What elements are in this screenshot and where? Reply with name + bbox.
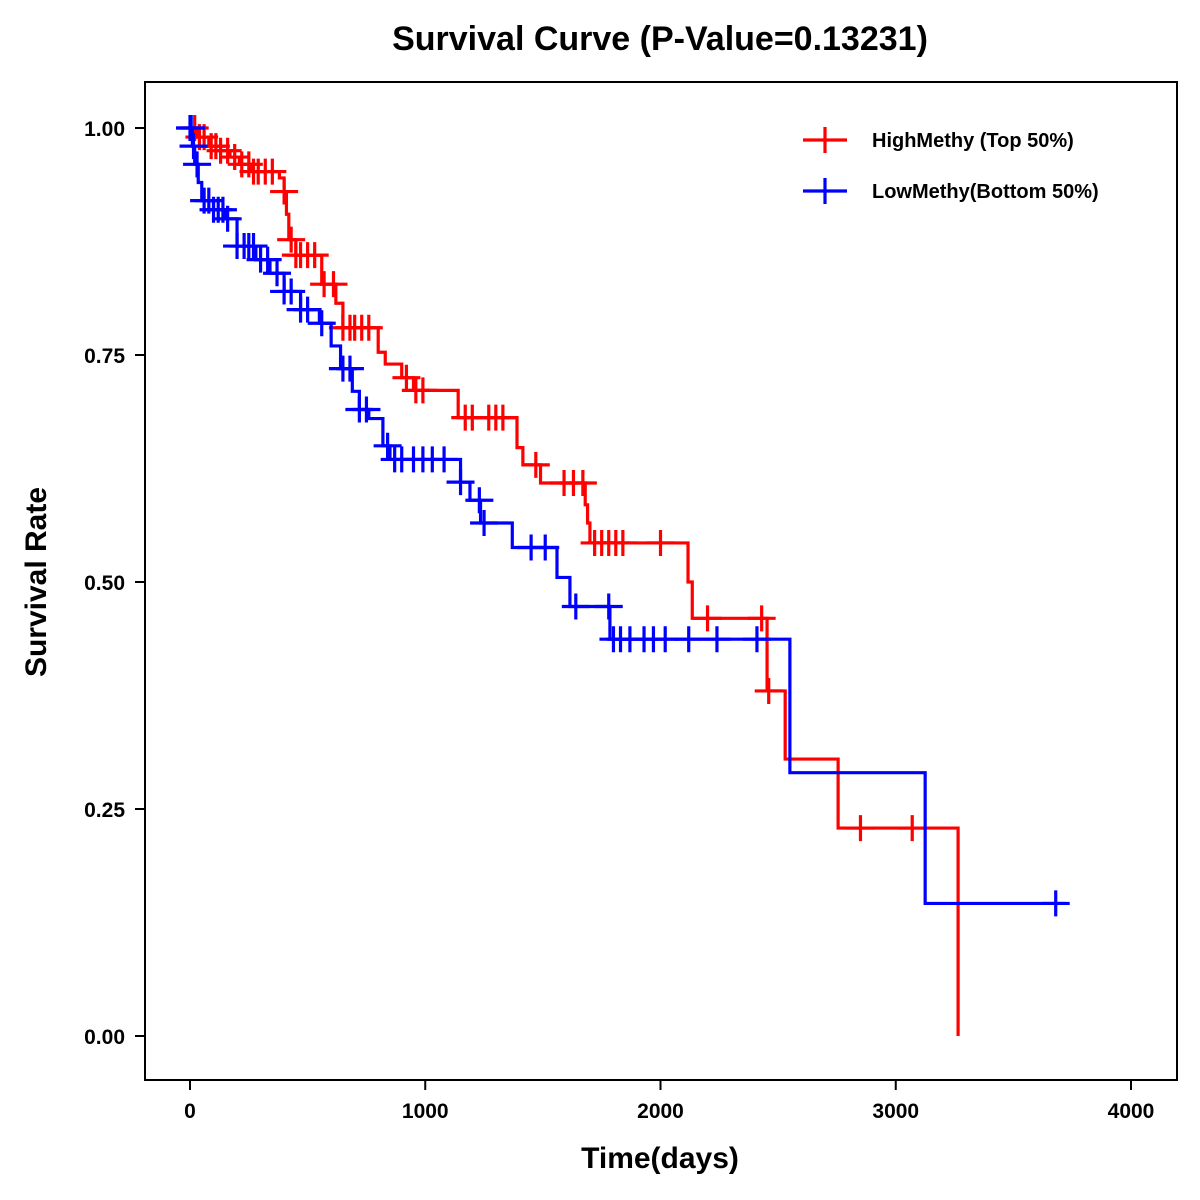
legend: HighMethy (Top 50%) LowMethy(Bottom 50%): [803, 127, 1099, 204]
censor-mark: [213, 205, 242, 232]
y-axis-label: Survival Rate: [20, 487, 53, 677]
censor-mark: [408, 377, 437, 404]
y-tick-label: 0.00: [84, 1026, 125, 1049]
censor-mark: [446, 469, 475, 496]
censor-mark: [754, 677, 783, 704]
censor-mark: [898, 815, 927, 842]
censor-mark: [465, 487, 494, 514]
censor-mark: [747, 605, 776, 632]
y-tick-label: 1.00: [84, 118, 125, 141]
censor-mark: [674, 626, 703, 653]
censor-mark: [742, 626, 771, 653]
censor-mark: [354, 314, 383, 341]
x-axis-label: Time(days): [581, 1142, 739, 1175]
censor-mark: [373, 432, 402, 459]
censor-mark: [277, 226, 306, 253]
x-tick-label: 2000: [637, 1100, 684, 1123]
censor-mark: [270, 178, 299, 205]
x-tick-label: 4000: [1108, 1100, 1155, 1123]
legend-marker: [803, 178, 847, 204]
x-tick-label: 1000: [402, 1100, 449, 1123]
censor-mark: [646, 529, 675, 556]
censor-mark: [561, 593, 590, 620]
x-axis: 0 1000 2000 3000 4000: [184, 1080, 1154, 1123]
censor-mark: [470, 509, 499, 536]
y-tick-label: 0.50: [84, 572, 125, 595]
series-high-methy: [180, 115, 960, 1036]
legend-marker: [803, 127, 847, 153]
censor-mark: [253, 246, 282, 273]
legend-label: HighMethy (Top 50%): [872, 130, 1074, 152]
x-tick-label: 0: [184, 1100, 196, 1123]
y-tick-label: 0.25: [84, 799, 125, 822]
censor-mark: [319, 271, 348, 298]
series-low-methy: [176, 115, 1070, 917]
plot-frame: [144, 81, 1178, 1081]
censor-mark: [352, 396, 381, 423]
censor-mark: [594, 593, 623, 620]
y-tick-label: 0.75: [84, 345, 125, 368]
censor-mark: [213, 137, 242, 164]
censor-mark: [651, 626, 680, 653]
censor-mark: [277, 278, 306, 305]
censor-mark: [693, 605, 722, 632]
censor-mark: [258, 158, 287, 185]
legend-label: LowMethy(Bottom 50%): [872, 181, 1099, 203]
censor-mark: [183, 151, 212, 178]
censor-mark: [521, 451, 550, 478]
censor-mark: [177, 115, 206, 141]
censor-mark: [531, 534, 560, 561]
censor-mark: [179, 133, 208, 160]
censor-mark: [430, 446, 459, 473]
censor-mark: [488, 404, 517, 431]
chart-title: Survival Curve (P-Value=0.13231): [392, 20, 928, 58]
censor-mark: [239, 233, 268, 260]
survival-curve: [190, 126, 1066, 906]
censor-mark: [702, 626, 731, 653]
censor-mark: [307, 310, 336, 337]
censor-mark: [263, 260, 292, 287]
censor-mark: [1041, 890, 1070, 917]
censor-mark: [568, 470, 597, 497]
censor-mark: [608, 529, 637, 556]
censor-mark: [300, 242, 329, 269]
survival-curve: [190, 126, 960, 1036]
y-axis: 0.00 0.25 0.50 0.75 1.00: [84, 118, 145, 1049]
censor-mark: [335, 355, 364, 382]
censor-mark: [846, 815, 875, 842]
censor-mark: [220, 144, 249, 171]
censor-mark: [293, 296, 322, 323]
x-tick-label: 3000: [872, 1100, 919, 1123]
series-layer: [176, 115, 1070, 1036]
